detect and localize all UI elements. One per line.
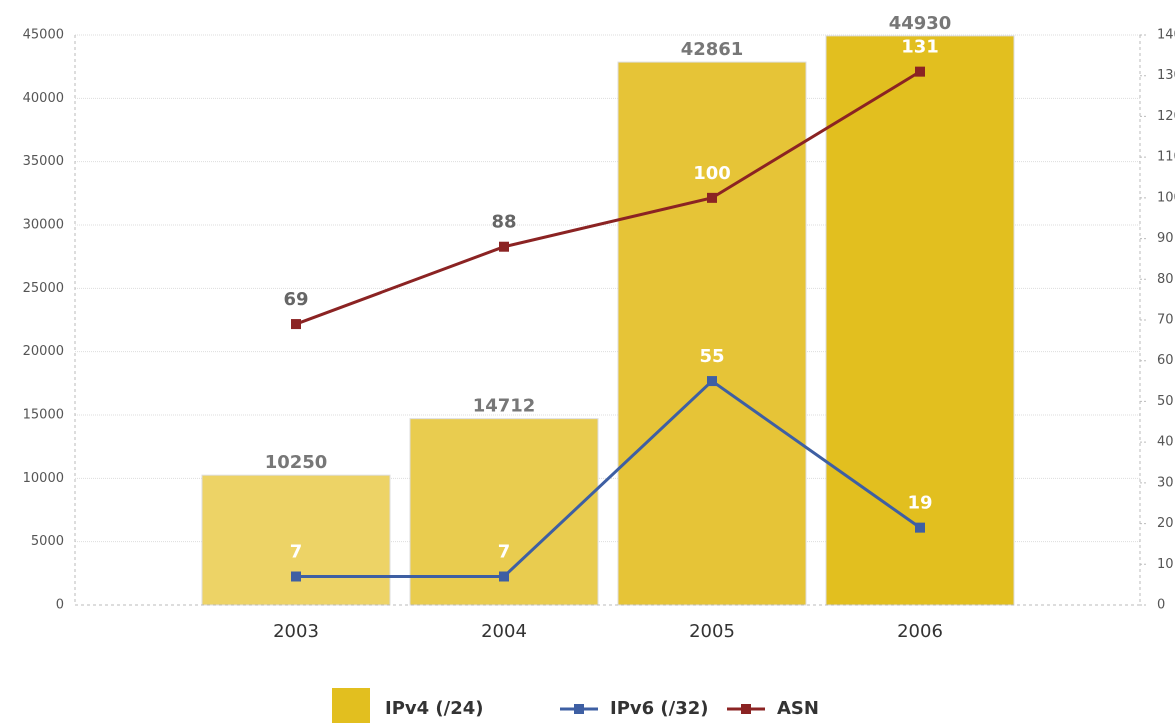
line-value-label: 7 [290, 542, 303, 563]
line [295, 70, 921, 326]
y-tick-label: 45000 [23, 28, 64, 43]
line-value-label: 88 [491, 212, 516, 233]
line-marker [707, 192, 717, 203]
y2-tick-label: 130 [1157, 68, 1175, 83]
y2-tick-label: 0 [1157, 598, 1165, 613]
bar [617, 61, 807, 606]
bar-value-label: 42861 [681, 39, 744, 60]
bar [825, 35, 1015, 606]
line-value-label: 131 [901, 37, 939, 58]
y2-tick-label: 30 [1157, 475, 1174, 490]
bar [201, 474, 391, 606]
y2-tick-label: 90 [1157, 231, 1174, 246]
line-marker [499, 241, 509, 252]
y-tick-label: 20000 [23, 344, 64, 359]
y2-tick-label: 60 [1157, 353, 1174, 368]
y2-tick-label: 40 [1157, 435, 1174, 450]
y2-tick-label: 10 [1157, 557, 1174, 572]
y2-tick-label: 140 [1157, 28, 1175, 43]
y2-tick-label: 100 [1157, 190, 1175, 205]
bar-value-label: 14712 [473, 396, 536, 417]
y-tick-label: 5000 [31, 534, 64, 549]
legend-swatch [332, 688, 370, 723]
legend-swatch [574, 704, 584, 714]
x-tick-label: 2003 [273, 621, 319, 642]
x-tick-label: 2005 [689, 621, 735, 642]
x-tick-label: 2006 [897, 621, 943, 642]
line-value-label: 7 [498, 542, 511, 563]
line [296, 379, 921, 578]
y-tick-label: 15000 [23, 408, 64, 423]
line-value-label: 55 [699, 346, 724, 367]
y2-tick-label: 50 [1157, 394, 1174, 409]
x-tick-label: 2004 [481, 621, 527, 642]
line-marker [291, 319, 301, 330]
y2-tick-label: 20 [1157, 516, 1174, 531]
y2-tick-label: 70 [1157, 313, 1174, 328]
line-value-label: 19 [907, 493, 932, 514]
y-tick-label: 25000 [23, 281, 64, 296]
y2-tick-label: 80 [1157, 272, 1174, 287]
legend-label: ASN [777, 698, 819, 719]
line-marker [915, 66, 925, 77]
line-marker [915, 522, 925, 533]
line-value-label: 100 [693, 163, 731, 184]
line-marker [291, 571, 301, 582]
line-value-label: 69 [283, 289, 308, 310]
bar-value-label: 10250 [265, 452, 328, 473]
line-marker [499, 571, 509, 582]
y-tick-label: 30000 [23, 218, 64, 233]
legend-label: IPv4 (/24) [385, 698, 484, 719]
bar-value-label: 44930 [889, 13, 952, 34]
y2-tick-label: 110 [1157, 150, 1175, 165]
y-tick-label: 40000 [23, 91, 64, 106]
legend-label: IPv6 (/32) [610, 698, 709, 719]
y-tick-label: 10000 [23, 471, 64, 486]
y2-tick-label: 120 [1157, 109, 1175, 124]
y-tick-label: 0 [56, 598, 64, 613]
legend-swatch [741, 704, 751, 714]
line-marker [707, 376, 717, 387]
y-tick-label: 35000 [23, 154, 64, 169]
